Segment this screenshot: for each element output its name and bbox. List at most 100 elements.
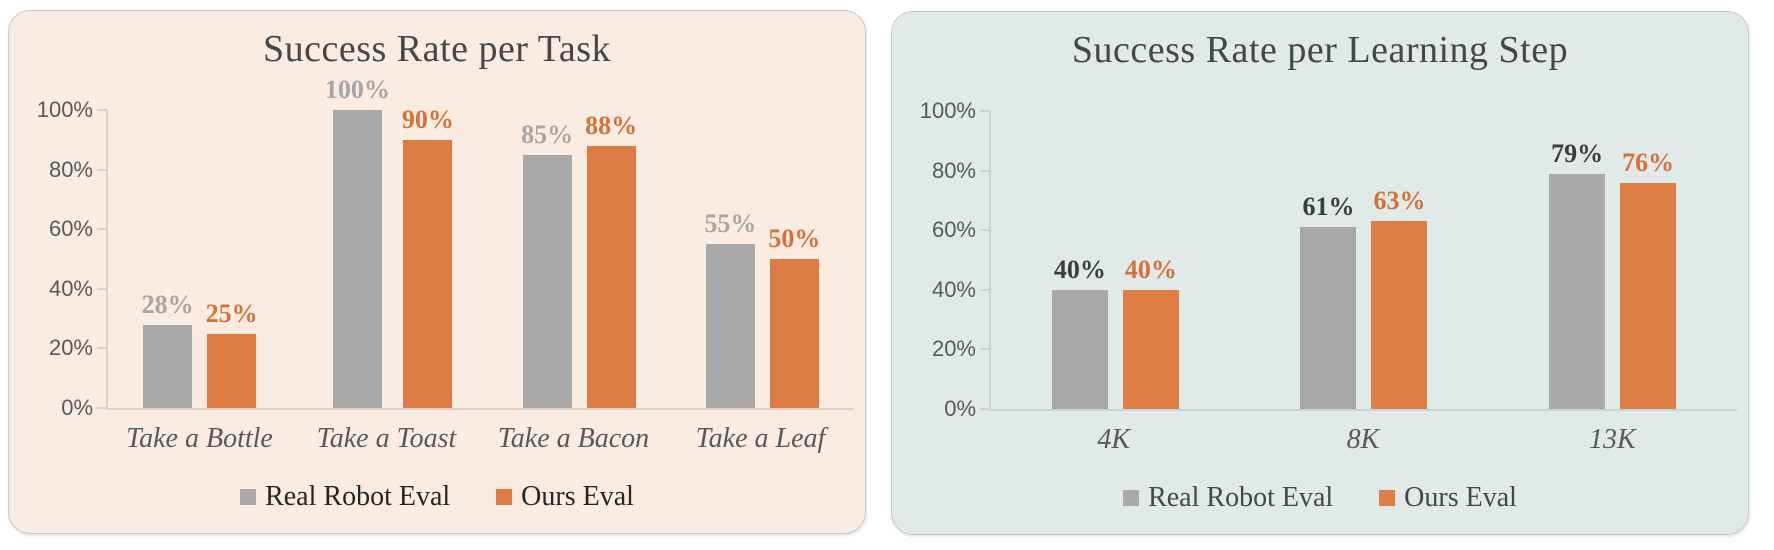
- legend-item-real-robot-eval: Real Robot Eval: [240, 481, 450, 513]
- bar-group-8k: 61% 63%: [1300, 186, 1428, 409]
- category-label-8k: 8K: [1346, 424, 1380, 455]
- bar-value-label: 55%: [704, 209, 757, 239]
- legend-swatch-icon: [1379, 490, 1396, 506]
- bar-groups: 28% 25% 100% 90% 85% 88% 55% 50%: [108, 77, 854, 408]
- chart-legend: Real Robot Eval Ours Eval: [9, 481, 865, 513]
- bar-groups: 40% 40% 61% 63% 79% 76%: [991, 111, 1737, 409]
- category-label-take-a-toast: Take a Toast: [316, 423, 457, 454]
- y-axis-tick: [980, 229, 990, 232]
- bar-value-label: 25%: [205, 298, 258, 328]
- category-label-take-a-bottle: Take a Bottle: [126, 423, 273, 454]
- plot-area: 0% 20% 40% 60% 80% 100% 28% 25% 100% 90% 85% 88% 55%…: [37, 77, 854, 419]
- bar-ours-eval: [1620, 182, 1677, 409]
- chart-legend: Real Robot Eval Ours Eval: [892, 482, 1748, 514]
- y-axis-tick: [980, 288, 990, 291]
- bar-group-13k: 79% 76%: [1549, 138, 1677, 409]
- legend-label: Real Robot Eval: [1148, 482, 1334, 513]
- legend-label: Ours Eval: [521, 481, 634, 512]
- bar-ours-eval: [1371, 221, 1428, 409]
- chart-title: Success Rate per Task: [263, 28, 611, 70]
- bar-column: 100%: [325, 77, 390, 408]
- bar-group-take-a-toast: 100% 90%: [325, 77, 454, 408]
- bar-column: 55%: [704, 211, 756, 408]
- bar-column: 85%: [521, 119, 574, 408]
- y-axis-tick-label: 40%: [931, 276, 976, 302]
- y-axis-tick: [97, 287, 107, 290]
- y-axis-tick: [97, 109, 107, 111]
- bar-column: 40%: [1122, 254, 1179, 409]
- legend-swatch-icon: [496, 489, 513, 505]
- bar-real-robot-eval: [1549, 173, 1606, 409]
- bar-value-label: 40%: [1053, 254, 1106, 284]
- category-label-13k: 13K: [1588, 424, 1636, 455]
- legend-label: Real Robot Eval: [265, 481, 451, 512]
- bar-value-label: 63%: [1373, 186, 1426, 216]
- y-axis-tick-label: 80%: [48, 156, 93, 182]
- bar-ours-eval: [403, 139, 453, 408]
- bar-column: 63%: [1371, 186, 1428, 409]
- bar-value-label: 28%: [141, 289, 194, 319]
- bar-ours-eval: [769, 259, 819, 408]
- bar-real-robot-eval: [1051, 289, 1108, 409]
- y-axis-tick-label: 60%: [931, 217, 976, 243]
- y-axis-tick-label: 100%: [919, 98, 976, 123]
- bar-real-robot-eval: [1300, 227, 1357, 409]
- y-axis-tick-label: 100%: [36, 97, 93, 122]
- bar-ours-eval: [207, 333, 257, 408]
- y-axis-tick: [980, 110, 990, 112]
- bar-column: 88%: [585, 112, 637, 408]
- y-axis-tick-label: 20%: [931, 336, 976, 362]
- legend-item-real-robot-eval: Real Robot Eval: [1123, 482, 1333, 514]
- bar-column: 76%: [1620, 147, 1677, 409]
- bar-column: 90%: [401, 104, 454, 408]
- legend-swatch-icon: [240, 489, 257, 505]
- y-axis-tick-label: 0%: [944, 396, 976, 421]
- bar-real-robot-eval: [522, 154, 572, 408]
- y-axis-tick: [980, 169, 990, 172]
- panel-success-rate-per-learning-step: Success Rate per Learning Step 0% 20% 40% 6…: [891, 11, 1749, 535]
- bar-ours-eval: [586, 145, 636, 408]
- bar-value-label: 90%: [401, 104, 454, 134]
- bar-column: 25%: [205, 298, 258, 408]
- y-axis-tick-label: 40%: [48, 275, 93, 301]
- y-axis-tick-label: 20%: [48, 335, 93, 361]
- bar-group-take-a-leaf: 55% 50%: [704, 211, 820, 408]
- bar-value-label: 79%: [1551, 138, 1604, 168]
- legend-item-ours-eval: Ours Eval: [496, 481, 634, 513]
- bar-value-label: 76%: [1622, 147, 1675, 177]
- bar-value-label: 61%: [1302, 192, 1355, 222]
- bar-value-label: 40%: [1124, 254, 1177, 284]
- bar-column: 28%: [141, 289, 194, 408]
- y-axis-tick: [97, 168, 107, 171]
- category-label-take-a-leaf: Take a Leaf: [695, 423, 826, 454]
- y-axis-tick: [97, 347, 107, 350]
- bar-real-robot-eval: [143, 324, 193, 408]
- bar-group-take-a-bottle: 28% 25%: [141, 289, 258, 408]
- legend-item-ours-eval: Ours Eval: [1379, 482, 1517, 514]
- bar-group-4k: 40% 40%: [1051, 254, 1179, 409]
- bar-value-label: 85%: [521, 119, 574, 149]
- legend-label: Ours Eval: [1404, 482, 1517, 513]
- bar-column: 61%: [1300, 192, 1357, 409]
- legend-swatch-icon: [1123, 490, 1140, 506]
- y-axis-tick: [980, 348, 990, 351]
- bar-column: 40%: [1051, 254, 1108, 409]
- y-axis-tick: [980, 408, 990, 410]
- y-axis-tick-label: 60%: [48, 216, 93, 242]
- category-label-take-a-bacon: Take a Bacon: [497, 423, 650, 454]
- bar-group-take-a-bacon: 85% 88%: [521, 112, 637, 408]
- bar-real-robot-eval: [705, 244, 755, 408]
- y-axis-tick-label: 80%: [931, 157, 976, 183]
- y-axis-tick: [97, 228, 107, 231]
- category-axis: Take a Bottle Take a Toast Take a Bacon Tak…: [106, 423, 854, 455]
- panel-success-rate-per-task: Success Rate per Task 0% 20% 40% 60% 80% 100%…: [8, 10, 866, 534]
- bar-column: 50%: [768, 226, 820, 408]
- bar-value-label: 50%: [768, 224, 821, 253]
- bar-ours-eval: [1122, 289, 1179, 409]
- y-axis-tick-label: 0%: [61, 395, 93, 420]
- chart-title: Success Rate per Learning Step: [1071, 29, 1569, 71]
- y-axis-tick: [97, 407, 107, 409]
- category-axis: 4K 8K 13K: [989, 424, 1737, 456]
- category-label-4k: 4K: [1097, 424, 1130, 455]
